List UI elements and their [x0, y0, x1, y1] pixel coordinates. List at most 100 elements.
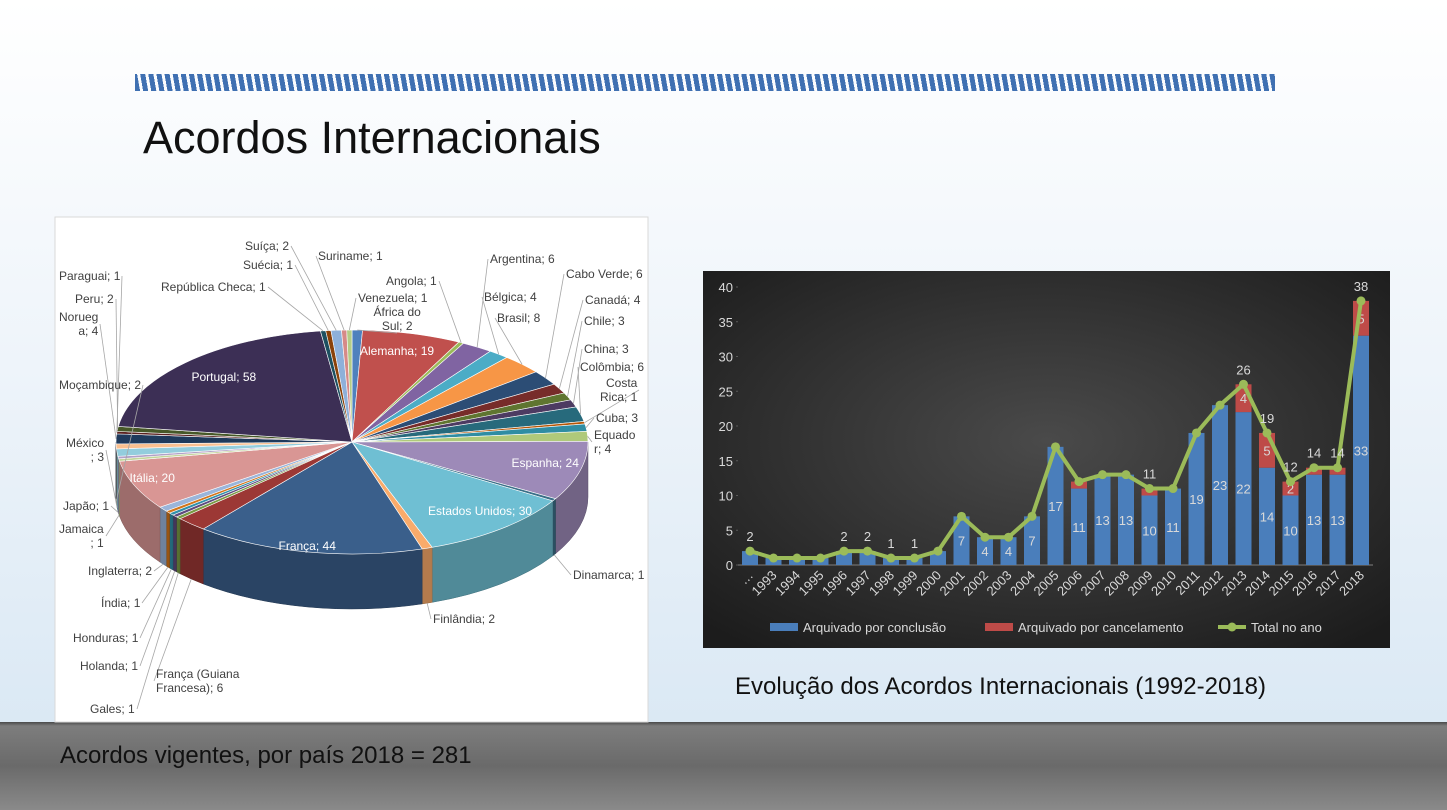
bar-segment	[1212, 405, 1228, 565]
total-label: 12	[1283, 460, 1297, 475]
line-marker	[1286, 477, 1295, 487]
pie-data-label: Argentina; 6	[490, 252, 555, 266]
pie-data-label: Espanha; 24	[511, 456, 579, 470]
bar-segment	[836, 551, 852, 565]
pie-data-label: Moçambique; 2	[59, 378, 142, 392]
bar-segment	[1306, 474, 1322, 565]
pie-data-label: Gales; 1	[90, 702, 135, 716]
bar-segment	[1141, 495, 1158, 565]
pie-slice	[202, 441, 423, 555]
line-marker	[933, 546, 943, 556]
pie-side	[421, 547, 433, 605]
y-tick-label: 25	[719, 384, 733, 399]
leader-line	[476, 258, 489, 348]
pie-side	[166, 510, 170, 569]
bar-label: 4	[981, 544, 988, 559]
line-marker	[745, 546, 755, 556]
pie-data-label: França; 44	[278, 539, 336, 553]
y-tick-label: 5	[726, 523, 733, 538]
bar-label: 11	[1166, 520, 1180, 535]
bar-label: 13	[1307, 513, 1321, 528]
legend-label: Arquivado por conclusão	[803, 620, 946, 635]
pie-data-label: Honduras; 1	[73, 631, 139, 645]
y-tick-label: 20	[719, 419, 733, 434]
pie-data-label: França (Guiana Francesa); 6	[156, 667, 240, 695]
leader-line	[357, 329, 398, 334]
line-marker	[1145, 484, 1154, 494]
y-tick-label: 15	[719, 454, 733, 469]
pie-data-label: Suriname; 1	[318, 249, 383, 263]
total-label: 2	[840, 529, 847, 544]
leader-line	[110, 505, 119, 513]
pie-data-label: Venezuela; 1	[358, 291, 428, 305]
pie-data-label: Costa Rica; 1	[600, 376, 638, 404]
pie-slice	[351, 441, 589, 500]
line-marker	[910, 553, 919, 563]
pie-data-label: Canadá; 4	[585, 293, 641, 307]
bar-label: 13	[1330, 513, 1344, 528]
line-marker	[1051, 442, 1060, 452]
pie-data-label: Paraguai; 1	[59, 269, 121, 283]
pie-data-label: Holanda; 1	[80, 659, 139, 673]
pie-data-label: Portugal; 58	[191, 370, 257, 384]
line-marker	[1192, 428, 1201, 438]
bar-label: 17	[1048, 499, 1062, 514]
total-label: 1	[911, 536, 918, 551]
leader-line	[426, 603, 432, 620]
pie-data-label: Equado r; 4	[594, 428, 636, 456]
pie-data-label: Alemanha; 19	[360, 344, 435, 358]
line-marker	[863, 546, 872, 556]
leader-line	[481, 296, 500, 355]
line-marker	[957, 511, 966, 521]
pie-slice	[346, 329, 353, 443]
bar-label: 33	[1354, 443, 1368, 458]
bar-label: 11	[1072, 520, 1086, 535]
bar-label: 10	[1142, 523, 1156, 538]
pie-side	[159, 506, 167, 567]
bar-segment	[930, 551, 946, 565]
bar-segment	[859, 551, 876, 565]
pie-data-label: Finlândia; 2	[433, 612, 496, 626]
y-tick-label: 30	[719, 350, 733, 365]
total-label: 2	[746, 529, 753, 544]
bar-label: 14	[1260, 509, 1274, 524]
pie-data-label: Peru; 2	[75, 292, 114, 306]
bar-label: 13	[1119, 513, 1133, 528]
pie-data-label: Inglaterra; 2	[88, 564, 153, 578]
pie-data-label: Estados Unidos; 30	[428, 504, 533, 518]
pie-data-label: Itália; 20	[129, 471, 175, 485]
pie-data-label: Índia; 1	[101, 596, 141, 610]
leader-line	[105, 514, 120, 537]
leader-line	[136, 572, 179, 710]
bar-segment	[953, 516, 970, 565]
footer-strip	[0, 722, 1447, 810]
line-marker	[1098, 470, 1107, 480]
bar-label: 19	[1189, 492, 1203, 507]
decorative-bar	[135, 74, 1275, 91]
leader-line	[494, 317, 523, 365]
line-marker	[1239, 379, 1248, 389]
bar-segment	[1259, 467, 1275, 565]
total-label: 19	[1260, 411, 1274, 426]
leader-line	[105, 449, 118, 508]
leader-line	[139, 570, 176, 667]
pie-data-label: Cabo Verde; 6	[566, 267, 643, 281]
legend-swatch	[1227, 622, 1237, 632]
slide-title: Acordos Internacionais	[143, 112, 601, 163]
bar-segment	[1000, 537, 1017, 565]
bar-segment	[1071, 488, 1087, 565]
total-label: 26	[1236, 362, 1250, 377]
leader-line	[141, 566, 169, 604]
leader-line	[99, 323, 117, 439]
pie-caption: Acordos vigentes, por país 2018 = 281	[60, 742, 472, 769]
pie-data-label: Norueg a; 4	[59, 310, 99, 338]
leader-line	[315, 255, 345, 331]
bar-label: 10	[1283, 523, 1297, 538]
bar-segment	[1047, 446, 1064, 565]
pie-data-label: México ; 3	[66, 436, 105, 464]
pie-data-label: Dinamarca; 1	[573, 568, 645, 582]
pie-side	[179, 518, 204, 585]
line-marker	[1333, 463, 1342, 473]
pie-data-label: Colômbia; 6	[580, 360, 645, 374]
